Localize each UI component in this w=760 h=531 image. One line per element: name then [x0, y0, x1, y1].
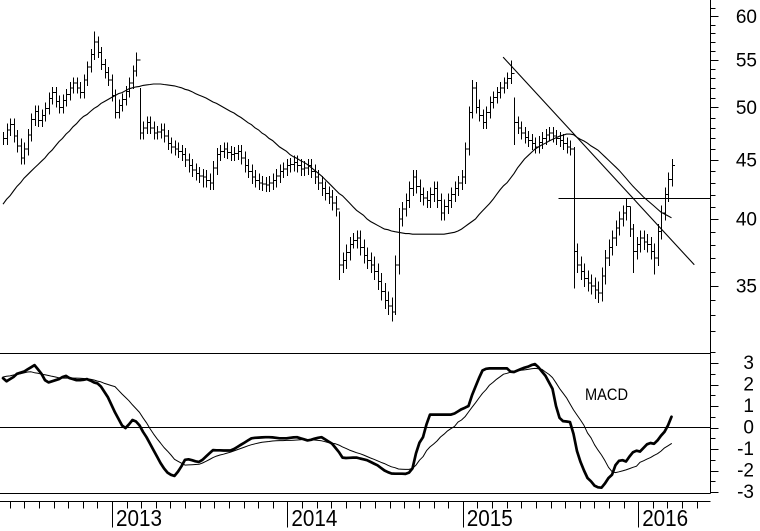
svg-text:-3: -3 — [737, 482, 754, 503]
svg-text:2013: 2013 — [116, 505, 162, 531]
downtrend-line — [502, 56, 695, 266]
svg-text:50: 50 — [736, 98, 757, 119]
svg-text:60: 60 — [736, 7, 757, 28]
macd-indicator-label: MACD — [585, 385, 628, 404]
svg-text:45: 45 — [736, 151, 757, 172]
svg-text:40: 40 — [736, 210, 757, 231]
svg-text:-1: -1 — [737, 439, 754, 460]
macd-panel-frame — [0, 353, 711, 494]
svg-text:35: 35 — [736, 276, 757, 297]
right-price-axis — [710, 0, 719, 494]
price-moving-average-line — [2, 83, 672, 235]
svg-text:2016: 2016 — [642, 505, 688, 531]
svg-text:-2: -2 — [737, 461, 754, 482]
svg-text:55: 55 — [736, 50, 757, 71]
svg-text:2: 2 — [743, 375, 754, 396]
svg-text:0: 0 — [743, 418, 754, 439]
svg-text:2014: 2014 — [291, 505, 337, 531]
svg-text:1: 1 — [743, 396, 754, 417]
svg-text:3: 3 — [743, 353, 754, 374]
macd-lines — [1, 362, 673, 490]
svg-text:2015: 2015 — [467, 505, 513, 531]
time-axis — [0, 501, 711, 528]
year-labels: 2013 2014 2015 2016 — [116, 505, 688, 531]
price-ohlc-bars — [3, 31, 675, 322]
